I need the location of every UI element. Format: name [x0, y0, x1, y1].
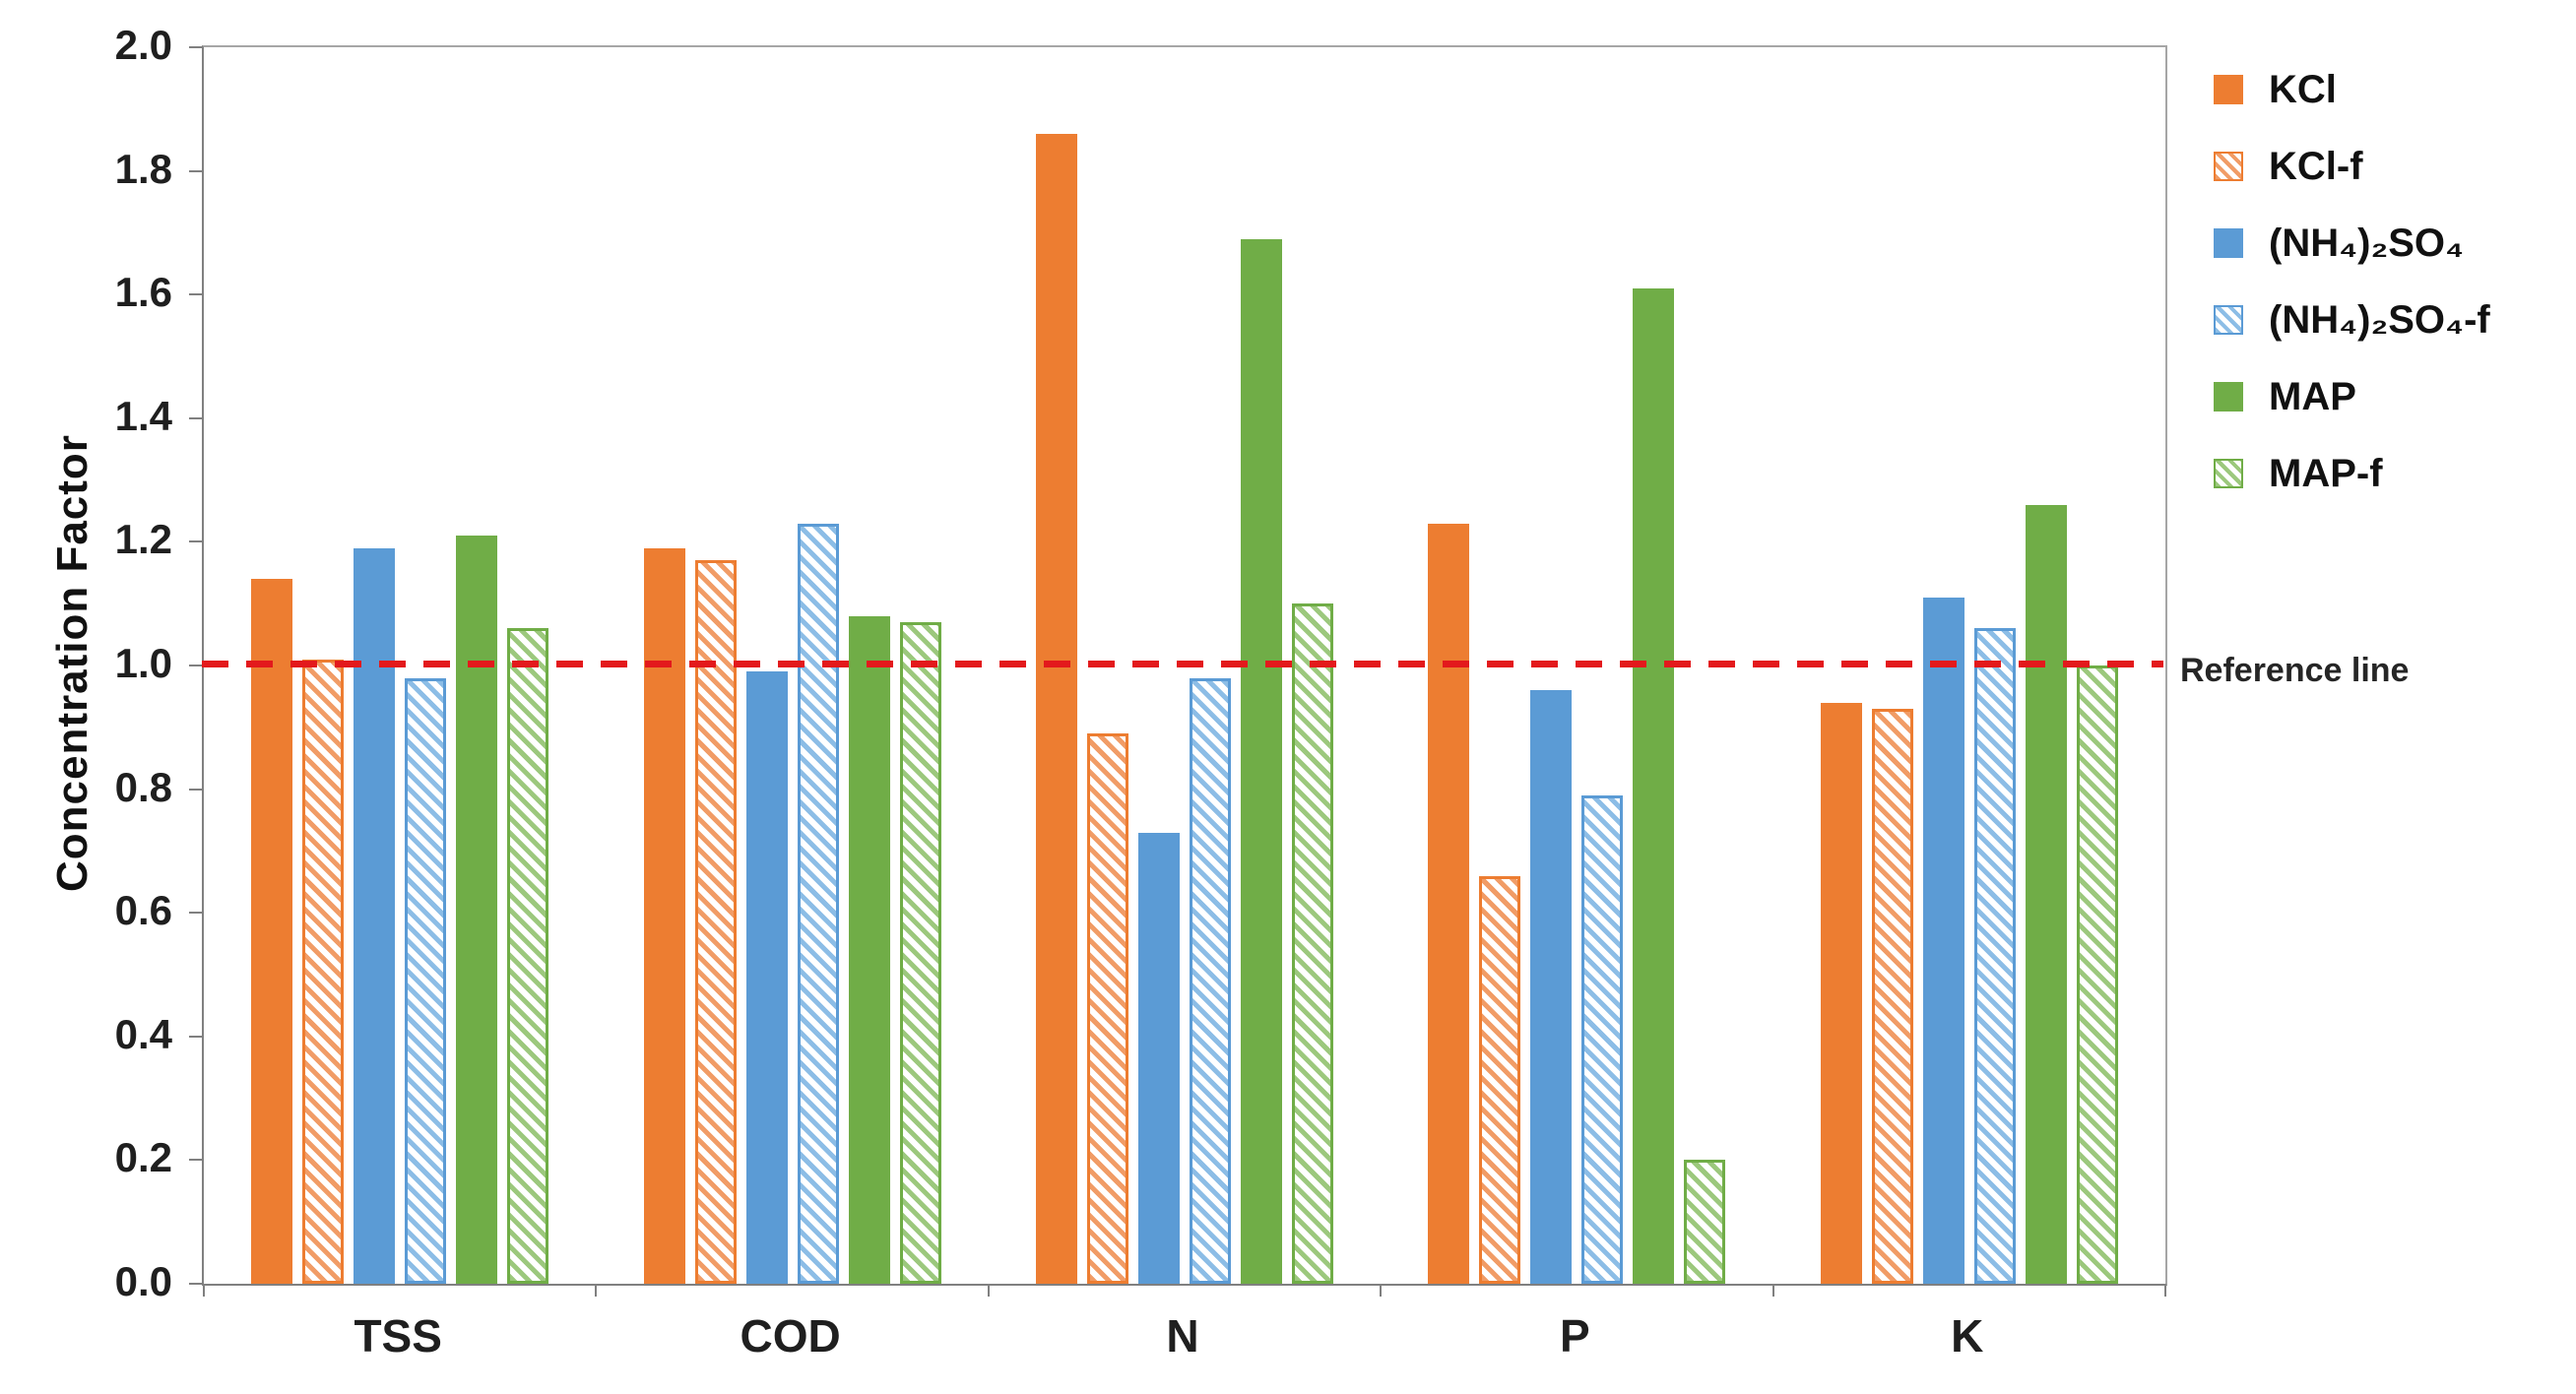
bar-K-KCl-f: [1871, 709, 1913, 1284]
y-tick-label: 1.2: [114, 516, 172, 563]
y-axis-tick: [189, 1159, 202, 1162]
legend-label: MAP: [2269, 374, 2356, 418]
bar-COD-MAP: [848, 616, 890, 1284]
x-category-label: P: [1560, 1310, 1590, 1362]
bar-P-KCl-f: [1479, 876, 1521, 1284]
bar-P-KCl: [1428, 524, 1470, 1284]
bar-TSS-KCl-f: [302, 660, 345, 1284]
bar-N-MAP-f: [1292, 603, 1333, 1284]
bar-K-MAP-f: [2076, 665, 2118, 1284]
legend-item: (NH₄)₂SO₄: [2214, 205, 2490, 282]
x-category-label: K: [1951, 1310, 1984, 1362]
bar-P-(NH₄)₂SO₄-f: [1581, 795, 1624, 1284]
bar-TSS-MAP: [456, 536, 498, 1284]
x-category-label: TSS: [354, 1310, 442, 1362]
reference-line-label: Reference line: [2180, 652, 2410, 689]
y-tick-label: 0.2: [114, 1134, 172, 1181]
y-axis-tick: [189, 169, 202, 172]
y-tick-label: 0.8: [114, 763, 172, 810]
legend-item: MAP: [2214, 358, 2490, 435]
y-tick-label: 0.0: [114, 1258, 172, 1304]
reference-line: [202, 661, 2163, 667]
bar-K-MAP: [2025, 505, 2067, 1284]
y-axis-tick: [189, 788, 202, 791]
legend-swatch-KCl: [2214, 75, 2243, 104]
y-tick-label: 1.8: [114, 145, 172, 192]
legend-item: KCl-f: [2214, 128, 2490, 205]
legend-swatch-(NH₄)₂SO₄-f: [2214, 305, 2243, 335]
bar-K-KCl: [1820, 703, 1862, 1284]
x-axis-tick: [203, 1284, 205, 1297]
y-axis-tick: [189, 1283, 202, 1285]
bar-TSS-(NH₄)₂SO₄-f: [405, 678, 447, 1284]
legend-swatch-MAP-f: [2214, 459, 2243, 488]
y-tick-label: 0.6: [114, 887, 172, 934]
bar-COD-(NH₄)₂SO₄: [745, 671, 788, 1284]
bar-COD-KCl-f: [694, 560, 737, 1284]
y-axis-tick: [189, 540, 202, 543]
bar-TSS-MAP-f: [507, 628, 549, 1284]
y-axis-tick: [189, 1035, 202, 1038]
legend-item: KCl: [2214, 51, 2490, 128]
y-tick-label: 0.4: [114, 1010, 172, 1057]
x-category-label: COD: [740, 1310, 841, 1362]
legend-swatch-(NH₄)₂SO₄: [2214, 228, 2243, 258]
bar-COD-MAP-f: [899, 622, 941, 1284]
y-axis-tick: [189, 912, 202, 915]
bar-N-MAP: [1241, 239, 1282, 1284]
bar-COD-KCl: [643, 548, 685, 1284]
legend-swatch-KCl-f: [2214, 152, 2243, 181]
y-tick-label: 2.0: [114, 22, 172, 68]
bar-P-(NH₄)₂SO₄: [1530, 690, 1573, 1284]
y-axis-tick: [189, 46, 202, 48]
legend-label: KCl-f: [2269, 144, 2363, 188]
y-tick-label: 1.6: [114, 269, 172, 316]
legend-label: (NH₄)₂SO₄-f: [2269, 297, 2490, 342]
bar-N-KCl: [1036, 134, 1077, 1284]
legend-swatch-MAP: [2214, 382, 2243, 412]
legend-label: KCl: [2269, 67, 2337, 111]
legend: KCl KCl-f (NH₄)₂SO₄ (NH₄)₂SO₄-f MAP MAP-f: [2214, 51, 2490, 512]
y-axis-tick: [189, 665, 202, 666]
bar-K-(NH₄)₂SO₄: [1922, 598, 1964, 1284]
bar-P-MAP: [1633, 288, 1675, 1284]
bar-TSS-KCl: [251, 579, 293, 1284]
x-axis-tick: [1380, 1284, 1383, 1297]
bar-N-(NH₄)₂SO₄-f: [1190, 678, 1231, 1284]
bar-K-(NH₄)₂SO₄-f: [1973, 628, 2016, 1284]
x-axis-tick: [1771, 1284, 1774, 1297]
legend-label: MAP-f: [2269, 451, 2383, 495]
x-axis-tick: [987, 1284, 990, 1297]
x-category-label: N: [1166, 1310, 1199, 1362]
legend-label: (NH₄)₂SO₄: [2269, 221, 2465, 265]
legend-item: (NH₄)₂SO₄-f: [2214, 282, 2490, 358]
bar-TSS-(NH₄)₂SO₄: [354, 548, 396, 1284]
y-axis-tick: [189, 293, 202, 296]
y-tick-label: 1.4: [114, 392, 172, 439]
legend-item: MAP-f: [2214, 435, 2490, 512]
y-axis-tick: [189, 416, 202, 419]
y-tick-label: 1.0: [114, 640, 172, 686]
x-axis-tick: [2164, 1284, 2166, 1297]
bar-P-MAP-f: [1684, 1160, 1726, 1284]
bar-N-KCl-f: [1087, 733, 1128, 1284]
bar-N-(NH₄)₂SO₄: [1138, 833, 1180, 1284]
x-axis-tick: [595, 1284, 598, 1297]
bar-COD-(NH₄)₂SO₄-f: [797, 524, 839, 1284]
